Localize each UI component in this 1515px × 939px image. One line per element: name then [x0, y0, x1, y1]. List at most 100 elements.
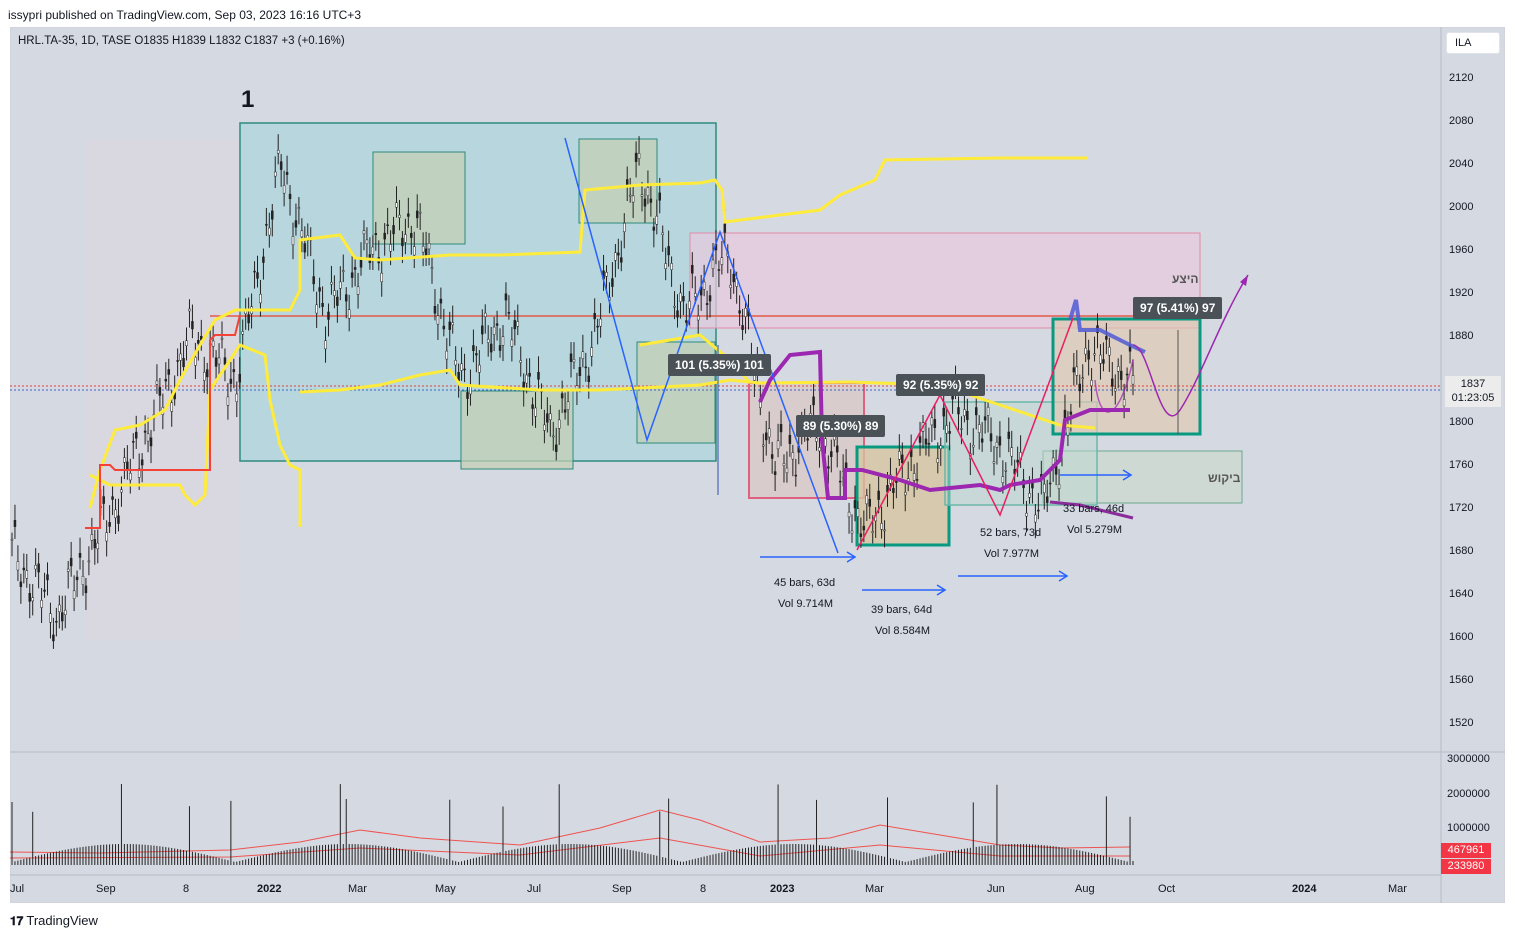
candle-body	[1078, 383, 1082, 392]
candle-body	[37, 563, 40, 573]
candle-body	[279, 161, 283, 170]
range-stats: Vol 5.279M	[1067, 524, 1123, 536]
candle-body	[815, 437, 818, 442]
candle-body	[557, 419, 561, 429]
candle-body	[232, 369, 236, 373]
candle-body	[948, 431, 951, 434]
time-tick-label: 2022	[257, 883, 282, 895]
candle-body	[1001, 476, 1005, 483]
candle-body	[516, 321, 520, 327]
candle-body	[543, 424, 546, 431]
candle-body	[620, 257, 623, 263]
projection-curve	[1132, 274, 1249, 417]
price-tick-label: 2040	[1449, 158, 1474, 170]
candle-body	[983, 416, 987, 421]
candle-body	[211, 340, 215, 347]
candle-body	[767, 428, 771, 438]
candle-body	[395, 202, 398, 208]
candle-body	[330, 282, 333, 285]
wave-label: 1	[241, 86, 255, 113]
candle-body	[581, 351, 585, 359]
candle-body	[646, 187, 650, 196]
candle-body	[430, 267, 434, 269]
candle-body	[164, 378, 168, 382]
supply-zone[interactable]	[689, 232, 1201, 329]
measure-label: 89 (5.30%) 89	[796, 415, 886, 437]
time-tick-label: 2024	[1292, 883, 1317, 895]
time-tick-label: Aug	[1075, 883, 1095, 895]
supply-label: היצע	[1172, 272, 1199, 286]
candle-body	[927, 442, 931, 445]
candle-body	[16, 561, 20, 571]
candle-body	[507, 312, 511, 314]
accumulation-box[interactable]	[372, 151, 466, 245]
candle-body	[90, 534, 94, 541]
candle-body	[22, 567, 26, 571]
candle-body	[537, 371, 540, 380]
candle-body	[720, 257, 724, 265]
time-tick-label: Jun	[987, 883, 1005, 895]
candle-body	[525, 374, 528, 384]
candle-body	[655, 215, 659, 225]
candle-body	[1069, 411, 1073, 415]
candle-body	[1034, 514, 1037, 523]
candle-body	[850, 530, 854, 534]
candle-body	[359, 258, 363, 268]
candle-body	[380, 272, 383, 283]
candle-body	[945, 425, 948, 434]
time-tick-label: 8	[700, 883, 707, 895]
candle-body	[569, 353, 573, 362]
candle-body	[827, 466, 830, 469]
candle-body	[205, 369, 209, 378]
currency-button[interactable]: ILA	[1446, 32, 1500, 54]
volume-series	[11, 784, 1134, 865]
candle-body	[105, 532, 108, 542]
candle-body	[776, 440, 780, 450]
candle-body	[265, 224, 268, 226]
volume-badge: 233980	[1441, 859, 1491, 874]
candle-body	[1119, 370, 1123, 380]
candle-body	[460, 363, 463, 371]
candle-body	[974, 407, 978, 416]
candle-body	[63, 609, 67, 615]
candle-body	[149, 437, 153, 447]
candle-body	[936, 458, 940, 463]
candle-body	[291, 236, 295, 246]
candle-body	[939, 445, 942, 450]
candle-body	[123, 457, 126, 463]
candle-body	[120, 489, 123, 493]
price-tick-label: 1720	[1449, 502, 1474, 514]
candle-body	[182, 358, 185, 368]
accumulation-box[interactable]	[460, 390, 574, 470]
candle-body	[847, 511, 851, 518]
cloud-line-2	[1049, 500, 1134, 520]
candle-body	[75, 576, 79, 581]
candle-body	[566, 401, 570, 410]
candle-body	[661, 232, 664, 235]
candle-body	[347, 309, 351, 319]
candle-body	[28, 593, 31, 602]
range-stats: 52 bars, 73d	[980, 527, 1042, 539]
candle-body	[418, 211, 422, 214]
candle-body	[253, 270, 256, 273]
wave-line	[564, 137, 839, 554]
accumulation-box[interactable]	[578, 138, 658, 224]
candle-body	[140, 459, 144, 466]
measure-label: 97 (5.41%) 97	[1133, 297, 1223, 319]
price-tick-label: 1880	[1449, 330, 1474, 342]
candle-body	[637, 153, 641, 159]
candle-body	[649, 198, 653, 203]
range-stats: 45 bars, 63d	[774, 577, 836, 589]
candle-body	[489, 343, 493, 353]
candle-body	[812, 396, 815, 406]
candle-body	[534, 407, 537, 417]
footer-brand[interactable]: 𝟏𝟕 TradingView	[10, 913, 98, 929]
candle-body	[658, 192, 662, 201]
candle-body	[1043, 483, 1046, 493]
candle-body	[1075, 366, 1079, 376]
price-tick-label: 1520	[1449, 717, 1474, 729]
candle-body	[995, 441, 999, 448]
candle-body	[859, 533, 863, 537]
range-arrows	[760, 469, 1133, 596]
